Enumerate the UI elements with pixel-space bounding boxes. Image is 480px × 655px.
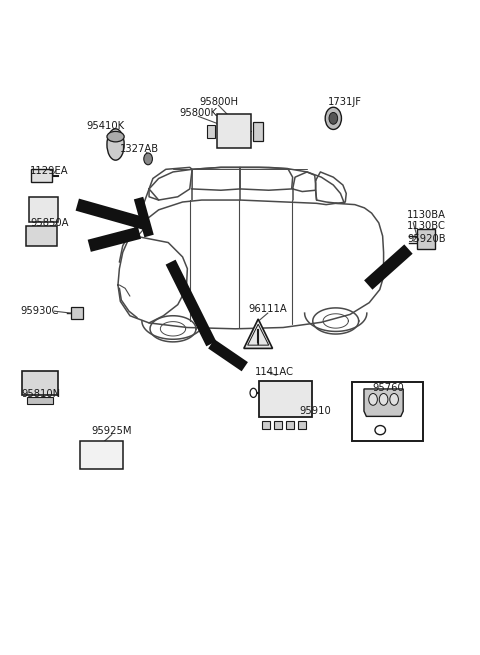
Bar: [253, 122, 263, 141]
Ellipse shape: [107, 132, 124, 142]
Ellipse shape: [107, 129, 124, 160]
Bar: [299, 421, 306, 429]
Text: 95850A: 95850A: [30, 218, 69, 228]
Text: 95800K: 95800K: [180, 108, 217, 118]
Bar: [287, 421, 294, 429]
Text: 96111A: 96111A: [248, 304, 287, 314]
Text: 1327AB: 1327AB: [120, 144, 159, 154]
Text: 1141AC: 1141AC: [255, 367, 294, 377]
Bar: [275, 421, 282, 429]
Bar: [27, 398, 52, 404]
Text: 95930C: 95930C: [21, 306, 59, 316]
Bar: [263, 421, 270, 429]
Text: 95760: 95760: [372, 383, 404, 392]
Bar: [31, 170, 52, 182]
Bar: [22, 371, 58, 396]
Text: 1130BA: 1130BA: [407, 210, 446, 220]
Bar: [217, 115, 252, 149]
Text: 95800H: 95800H: [199, 97, 238, 107]
Circle shape: [329, 113, 337, 124]
Circle shape: [325, 107, 341, 130]
Text: 1130BC: 1130BC: [407, 221, 446, 231]
Bar: [26, 226, 57, 246]
Bar: [80, 441, 123, 469]
Polygon shape: [364, 389, 403, 417]
Bar: [72, 307, 83, 319]
Circle shape: [144, 153, 153, 165]
Bar: [352, 382, 423, 441]
Text: 1129EA: 1129EA: [30, 166, 69, 176]
Polygon shape: [244, 319, 273, 348]
Text: 95925M: 95925M: [92, 426, 132, 436]
Circle shape: [390, 394, 398, 405]
Bar: [29, 197, 58, 222]
Bar: [259, 381, 312, 417]
Bar: [207, 125, 215, 138]
Circle shape: [379, 394, 388, 405]
Bar: [417, 229, 435, 249]
Circle shape: [250, 388, 257, 398]
Ellipse shape: [375, 426, 385, 435]
Text: 95810N: 95810N: [22, 389, 61, 399]
Circle shape: [257, 343, 259, 345]
Text: 95410K: 95410K: [86, 121, 124, 131]
Text: 95920B: 95920B: [408, 234, 446, 244]
Text: 1731JF: 1731JF: [328, 97, 362, 107]
Text: 95910: 95910: [300, 405, 332, 415]
Circle shape: [369, 394, 377, 405]
